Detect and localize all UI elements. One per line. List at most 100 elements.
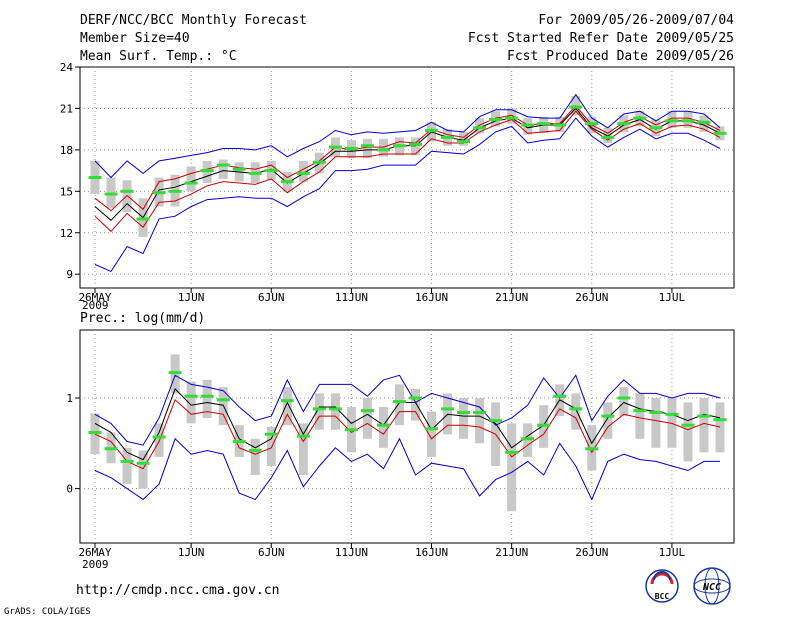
temp-median-marker [473,126,487,130]
ncc-logo-text: NCC [702,582,721,593]
bcc-logo-text: BCC [655,592,670,601]
precipitation-plot-frame [79,329,735,544]
bcc-logo: BCC [645,569,679,603]
grads-credit: GrADS: COLA/IGES [4,607,91,617]
precipitation-year-label: 2009 [82,558,109,571]
temperature-plot-frame [79,66,735,289]
precip-median-marker [713,418,727,422]
variable-label: Mean Surf. Temp.: °C [80,49,237,64]
temp-spread-box [378,138,388,157]
precip-median-marker [232,439,246,443]
precip-spread-box [394,384,404,426]
precip-spread-box [186,381,196,424]
temp-median-marker [376,148,390,152]
precip-variable-label: Prec.: log(mm/d) [80,311,205,326]
temperature-boxes [90,96,725,237]
temp-x-tick-label: 21JUN [495,291,528,304]
temp-median-marker [665,119,679,123]
precip-spread-box [683,402,693,462]
precip-median-marker [585,447,599,451]
member-size-label: Member Size=40 [80,31,190,46]
temp-max-line [94,117,721,273]
temp-median-marker [489,117,503,121]
temp-median-marker [649,126,663,130]
temp-median-marker [617,122,631,126]
temp-x-tick-label: 16JUN [415,291,448,304]
temp-upper-quartile-line [94,110,721,233]
temp-median-marker [152,191,166,195]
precip-median-marker [200,394,214,398]
precip-y-tick-label: 1 [66,392,73,405]
temp-spread-box [298,160,308,182]
temp-min-line [94,93,721,179]
temp-median-marker [521,123,535,127]
temp-y-tick-label: 21 [60,102,73,115]
temp-median-marker [248,171,262,175]
precip-spread-box [507,423,517,512]
precip-spread-box [651,397,661,448]
precip-mean-line [94,387,721,461]
temp-median-marker [296,171,310,175]
precip-median-marker [248,449,262,453]
precip-median-marker [264,432,278,436]
precip-spread-box [250,438,260,476]
precip-spread-box [298,423,308,476]
precip-upper-quartile-line [94,398,721,470]
temp-median-marker [344,146,358,150]
precipitation-panel: 01 26MAY 1JUN 6JUN 11JUN 16JUN 21JUN 26JUN 1JUL… [66,329,735,571]
source-url[interactable]: http://cmdp.ncc.cma.gov.cn [76,583,280,598]
precipitation-medians [88,371,727,465]
precip-median-marker [441,407,455,411]
temperature-y-axis: 9 12 15 18 21 24 [60,61,80,281]
temperature-x-axis: 26MAY 1JUN 6JUN 11JUN 16JUN 21JUN 26JUN 1JUL [78,288,686,304]
temp-spread-box [475,118,485,134]
temp-median-marker [328,145,342,149]
temp-median-marker [312,160,326,164]
precip-median-marker [553,394,567,398]
ncc-logo-longitude [704,567,720,605]
temp-spread-box [459,131,469,146]
temp-median-marker [168,189,182,193]
figure-title: DERF/NCC/BCC Monthly Forecast [80,13,307,28]
precip-spread-box [282,387,292,426]
forecast-period: For 2009/05/26-2009/07/04 [538,13,734,28]
temp-spread-box [507,108,517,124]
precip-x-tick-label: 16JUN [415,546,448,559]
temp-median-marker [505,116,519,120]
precip-spread-box [378,407,388,448]
temp-median-marker [88,176,102,179]
temp-mean-line [94,107,721,221]
precip-median-marker [216,398,230,402]
temp-x-tick-label: 1JUN [178,291,205,304]
precip-median-marker [425,427,439,431]
precip-median-marker [120,459,134,463]
bcc-logo-arc [650,572,674,585]
temp-median-marker [280,180,294,184]
temp-y-tick-label: 18 [60,144,73,157]
precip-median-marker [184,394,198,398]
precip-median-marker [505,450,519,454]
temperature-medians [88,105,727,221]
temp-median-marker [713,131,727,135]
precip-median-marker [601,414,615,418]
precip-median-marker [280,399,294,403]
precip-max-line [94,374,721,446]
temperature-panel: 9 12 15 18 21 24 26MAY 1JUN 6JUN 11JUN 16JUN 21JUN… [60,61,735,312]
precip-median-marker [633,409,647,413]
temp-median-marker [184,181,198,185]
precip-median-marker [617,396,631,400]
precip-median-marker [681,423,695,427]
precipitation-x-axis: 26MAY 1JUN 6JUN 11JUN 16JUN 21JUN 26JUN 1JUL [78,543,686,559]
precip-median-marker [521,437,535,441]
temp-spread-box [603,127,613,143]
temp-median-marker [425,129,439,133]
precip-spread-box [699,397,709,453]
precip-x-tick-label: 1JUL [659,546,686,559]
precip-median-marker [569,407,583,411]
temp-median-marker [264,169,278,173]
precip-median-marker [88,430,102,434]
precip-median-marker [537,423,551,427]
temperature-grid [80,67,734,288]
temp-spread-box [218,159,228,179]
precip-median-marker [104,447,118,451]
